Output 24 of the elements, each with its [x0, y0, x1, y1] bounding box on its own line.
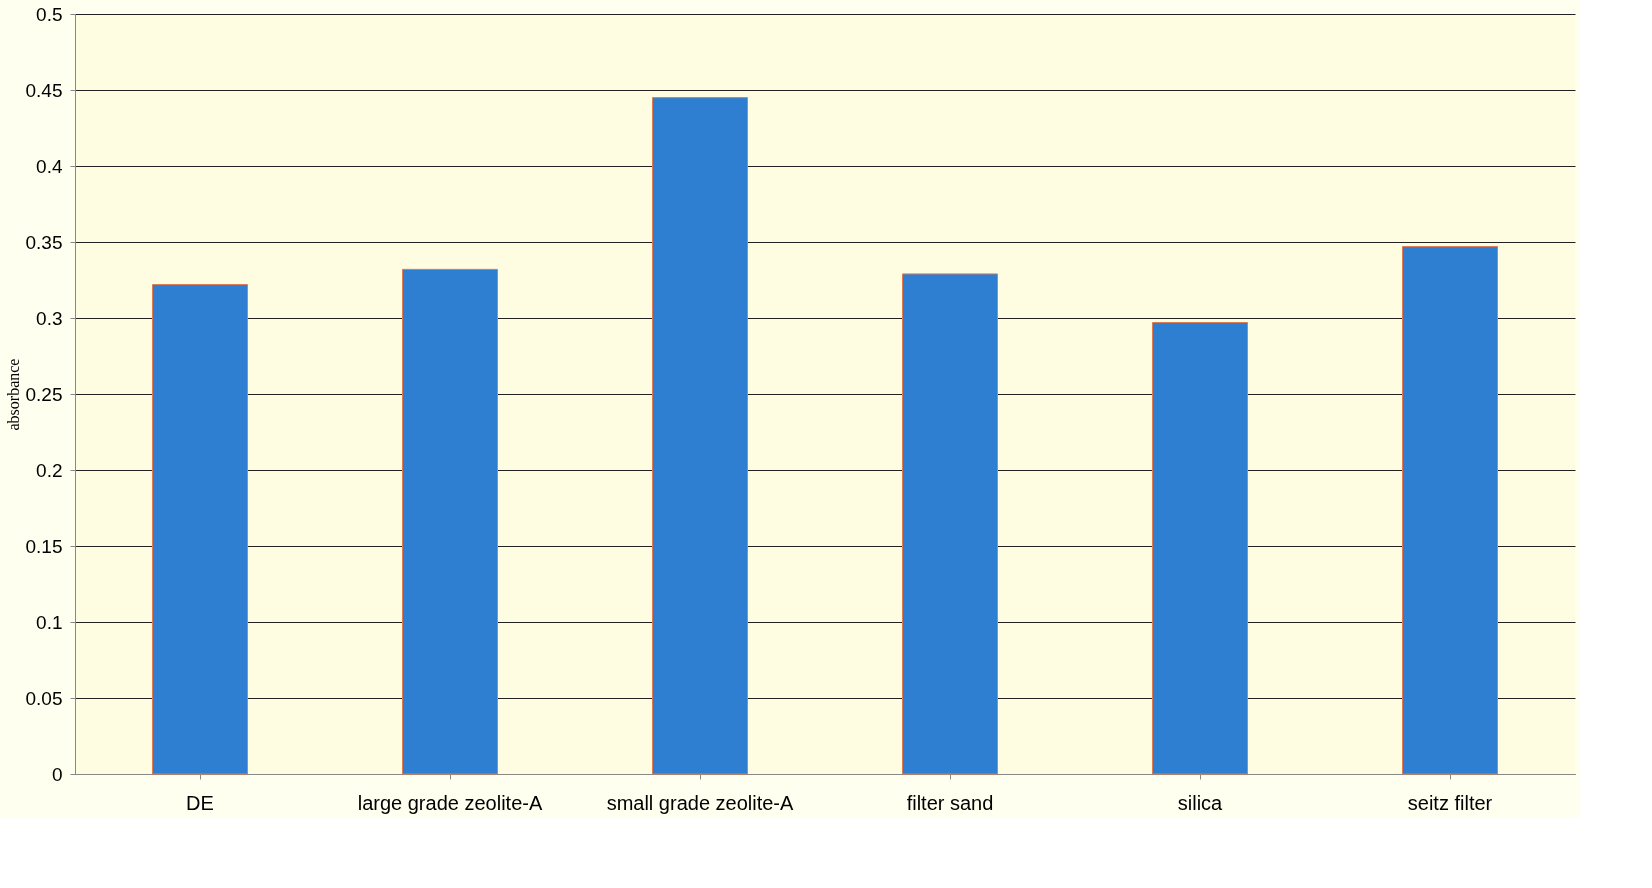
- y-axis-title: absorbance: [4, 358, 22, 431]
- bar: [1402, 246, 1498, 775]
- bar: [402, 268, 498, 775]
- x-tick-label: DE: [186, 791, 214, 814]
- x-tick-label: silica: [1177, 791, 1224, 814]
- x-tick-label: seitz filter: [1407, 791, 1493, 814]
- y-tick-label: 0.5: [36, 3, 63, 25]
- y-tick-label: 0.4: [36, 155, 63, 177]
- y-tick-label: 0.2: [36, 459, 63, 481]
- x-tick-label: large grade zeolite-A: [357, 791, 543, 814]
- y-tick-label: 0.15: [25, 535, 63, 557]
- bar: [1152, 322, 1248, 775]
- y-tick-label: 0.45: [25, 79, 63, 101]
- bar: [152, 284, 248, 775]
- y-tick-label: 0.35: [25, 231, 63, 253]
- y-tick-label: 0.05: [25, 687, 63, 709]
- y-tick-label: 0.1: [36, 611, 63, 633]
- y-tick-label: 0: [51, 763, 63, 785]
- x-tick-label: filter sand: [906, 791, 994, 814]
- y-tick-label: 0.25: [25, 383, 63, 405]
- y-tick-label: 0.3: [36, 307, 63, 329]
- bar: [902, 273, 998, 775]
- bar: [652, 97, 748, 775]
- x-tick-label: small grade zeolite-A: [606, 791, 795, 814]
